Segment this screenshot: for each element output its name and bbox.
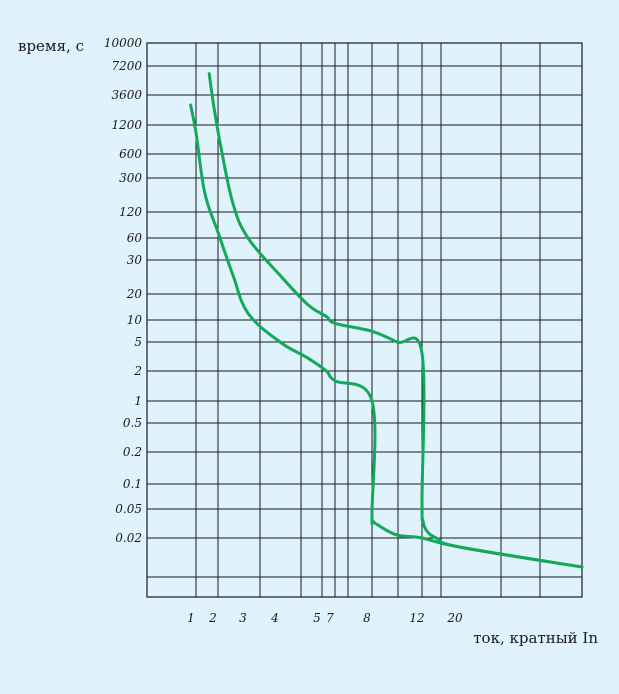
x-tick-label: 4 <box>270 611 279 625</box>
y-axis-title: время, с <box>18 37 84 55</box>
y-tick-label: 10000 <box>104 36 143 50</box>
x-tick-label: 3 <box>239 611 247 625</box>
y-tick-label: 0.5 <box>123 416 142 430</box>
x-tick-label: 2 <box>208 611 217 625</box>
y-tick-label: 20 <box>126 287 143 301</box>
trip-curve-1 <box>189 103 584 569</box>
y-tick-label: 0.05 <box>115 502 142 516</box>
y-tick-label: 60 <box>127 231 143 245</box>
y-tick-label: 1200 <box>111 118 142 132</box>
y-tick-label: 30 <box>127 253 143 267</box>
x-tick-label: 20 <box>446 611 463 625</box>
x-axis-title: ток, кратный In <box>473 629 598 647</box>
y-tick-label: 7200 <box>111 59 142 73</box>
y-tick-label: 10 <box>127 313 143 327</box>
x-tick-label: 5 <box>313 611 321 625</box>
trip-curve-2 <box>207 72 584 569</box>
y-tick-label: 300 <box>119 171 142 185</box>
x-tick-label: 1 <box>187 611 195 625</box>
y-tick-label: 5 <box>134 335 142 349</box>
curves <box>189 72 584 569</box>
y-tick-label: 600 <box>119 147 142 161</box>
y-tick-label: 1 <box>134 394 142 408</box>
y-tick-label: 0.02 <box>115 531 142 545</box>
y-tick-label: 3600 <box>111 88 142 102</box>
x-tick-label: 8 <box>363 611 371 625</box>
x-tick-label: 12 <box>409 611 424 625</box>
y-tick-label: 0.2 <box>123 445 142 459</box>
y-tick-labels: 10000 7200 3600 1200 600 300 120 60 30 20 10 5 2 1 0.5… <box>104 36 143 545</box>
x-tick-labels: 1 2 3 4 5 7 8 12 20 <box>187 611 463 625</box>
x-tick-label: 7 <box>326 611 334 625</box>
y-tick-label: 120 <box>119 205 142 219</box>
grid <box>146 42 583 598</box>
y-tick-label: 0.1 <box>123 477 142 491</box>
y-tick-label: 2 <box>133 364 142 378</box>
